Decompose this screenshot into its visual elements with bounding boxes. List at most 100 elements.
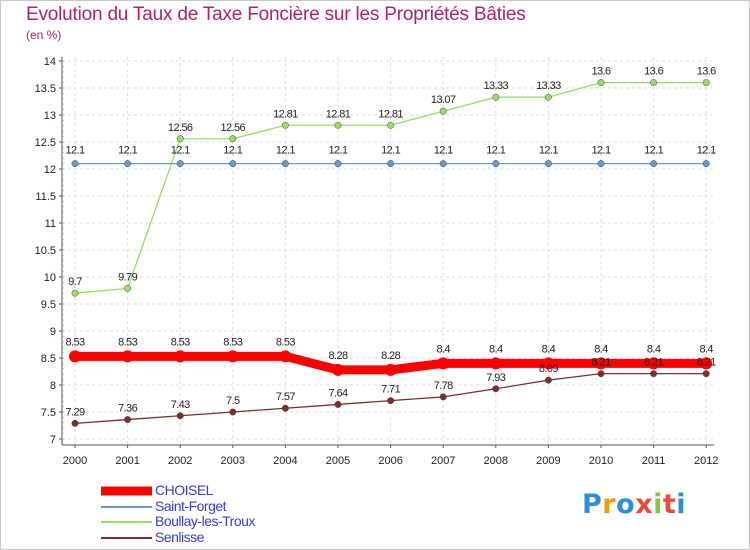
data-point-boullay-les-troux [439, 107, 447, 115]
data-point-senlisse [597, 370, 605, 378]
logo-letter: i [676, 489, 687, 520]
legend [101, 486, 152, 539]
data-label-boullay-les-troux: 12.56 [168, 122, 193, 134]
data-labels: 8.53 8.53 8.53 8.53 8.53 8.28 8.28 8.4 8.4 8.4 8.4… [65, 66, 716, 419]
data-label-choisel: 8.4 [489, 343, 503, 355]
data-label-choisel: 8.53 [171, 336, 190, 348]
y-tick-label: 11 [45, 218, 56, 230]
data-point-saint-forget [702, 160, 710, 168]
data-point-saint-forget [544, 160, 552, 168]
logo-letter: o [616, 489, 636, 520]
data-label-saint-forget: 12.1 [539, 145, 558, 157]
data-label-choisel: 8.53 [65, 336, 84, 348]
data-label-saint-forget: 12.1 [434, 145, 453, 157]
x-tick-label: 2007 [431, 455, 455, 467]
data-point-boullay-les-troux [650, 79, 658, 87]
x-tick-label: 2012 [694, 455, 718, 467]
data-point-boullay-les-troux [124, 284, 132, 292]
data-point-boullay-les-troux [597, 79, 605, 87]
data-point-choisel [279, 350, 292, 363]
data-label-saint-forget: 12.1 [171, 145, 190, 157]
data-point-saint-forget [439, 160, 447, 168]
data-point-senlisse [702, 370, 710, 378]
data-point-boullay-les-troux [281, 121, 289, 129]
data-point-saint-forget [334, 160, 342, 168]
y-tick-label: 13 [44, 110, 56, 122]
data-point-choisel [384, 363, 397, 376]
axes: 7 7.5 8 8.5 9 9.5 10 10.5 11 11.5 12 12.5 13 13.5 14 20… [35, 56, 719, 467]
data-label-boullay-les-troux: 13.33 [484, 80, 509, 92]
data-point-senlisse [176, 412, 184, 420]
chart-title: Evolution du Taux de Taxe Foncière sur l… [26, 4, 526, 25]
y-tick-label: 7 [50, 434, 56, 446]
data-point-saint-forget [281, 160, 289, 168]
data-label-senlisse: 7.29 [65, 406, 84, 418]
data-label-saint-forget: 12.1 [644, 145, 663, 157]
data-label-boullay-les-troux: 13.07 [431, 94, 456, 106]
data-label-senlisse: 7.93 [486, 372, 505, 384]
data-label-saint-forget: 12.1 [697, 145, 716, 157]
data-point-senlisse [387, 397, 395, 405]
data-label-choisel: 8.4 [699, 343, 713, 355]
legend-label-boullay-les-troux: Boullay-les-Troux [155, 513, 255, 529]
data-label-senlisse: 7.78 [434, 380, 453, 392]
data-point-senlisse [124, 416, 132, 424]
y-tick-label: 10 [44, 272, 56, 284]
data-point-saint-forget [387, 160, 395, 168]
data-label-boullay-les-troux: 12.56 [221, 122, 246, 134]
data-point-senlisse [71, 419, 79, 427]
data-label-boullay-les-troux: 12.81 [378, 108, 403, 120]
y-tick-label: 8.5 [41, 353, 56, 365]
y-tick-label: 14 [44, 56, 56, 68]
y-tick-label: 7.5 [41, 407, 56, 419]
data-label-senlisse: 7.57 [276, 391, 295, 403]
data-point-boullay-les-troux [387, 121, 395, 129]
data-label-senlisse: 8.21 [644, 357, 663, 369]
logo-letter: P [582, 489, 603, 520]
y-tick-label: 9.5 [41, 299, 56, 311]
data-point-saint-forget [124, 160, 132, 168]
logo-letter: x [635, 489, 654, 520]
data-point-senlisse [281, 404, 289, 412]
data-label-choisel: 8.53 [223, 336, 242, 348]
data-label-saint-forget: 12.1 [328, 145, 347, 157]
data-point-choisel [69, 350, 81, 363]
data-point-senlisse [229, 408, 237, 416]
data-label-saint-forget: 12.1 [223, 145, 242, 157]
data-label-senlisse: 7.43 [171, 399, 190, 411]
data-point-choisel [174, 350, 187, 363]
x-tick-label: 2005 [326, 455, 350, 467]
x-tick-label: 2003 [221, 455, 245, 467]
data-label-saint-forget: 12.1 [118, 145, 137, 157]
data-point-saint-forget [176, 160, 184, 168]
grid [62, 57, 715, 445]
data-point-choisel [700, 357, 713, 370]
data-point-saint-forget [229, 160, 237, 168]
y-tick-label: 12.5 [35, 137, 56, 149]
data-point-boullay-les-troux [334, 121, 342, 129]
data-point-saint-forget [597, 160, 605, 168]
data-point-boullay-les-troux [176, 135, 184, 143]
y-tick-label: 11.5 [35, 191, 56, 203]
data-label-senlisse: 7.36 [118, 403, 137, 415]
data-label-senlisse: 8.21 [697, 357, 716, 369]
data-label-senlisse: 7.64 [328, 387, 347, 399]
data-point-senlisse [650, 370, 658, 378]
data-point-choisel [595, 357, 607, 370]
data-label-choisel: 8.4 [542, 343, 556, 355]
data-label-boullay-les-troux: 9.7 [68, 276, 82, 288]
y-tick-label: 13.5 [35, 83, 56, 95]
x-tick-label: 2001 [115, 455, 139, 467]
x-tick-label: 2004 [273, 455, 297, 467]
data-label-saint-forget: 12.1 [65, 145, 84, 157]
data-label-choisel: 8.28 [328, 350, 347, 362]
data-label-choisel: 8.28 [381, 350, 400, 362]
data-point-senlisse [334, 400, 342, 408]
x-tick-label: 2008 [484, 455, 508, 467]
data-label-choisel: 8.4 [436, 343, 450, 355]
data-point-boullay-les-troux [702, 79, 710, 87]
data-point-senlisse [492, 385, 500, 393]
legend-label-senlisse: Senlisse [155, 529, 204, 545]
unit-label: (en %) [26, 28, 62, 42]
x-tick-label: 2006 [378, 455, 402, 467]
